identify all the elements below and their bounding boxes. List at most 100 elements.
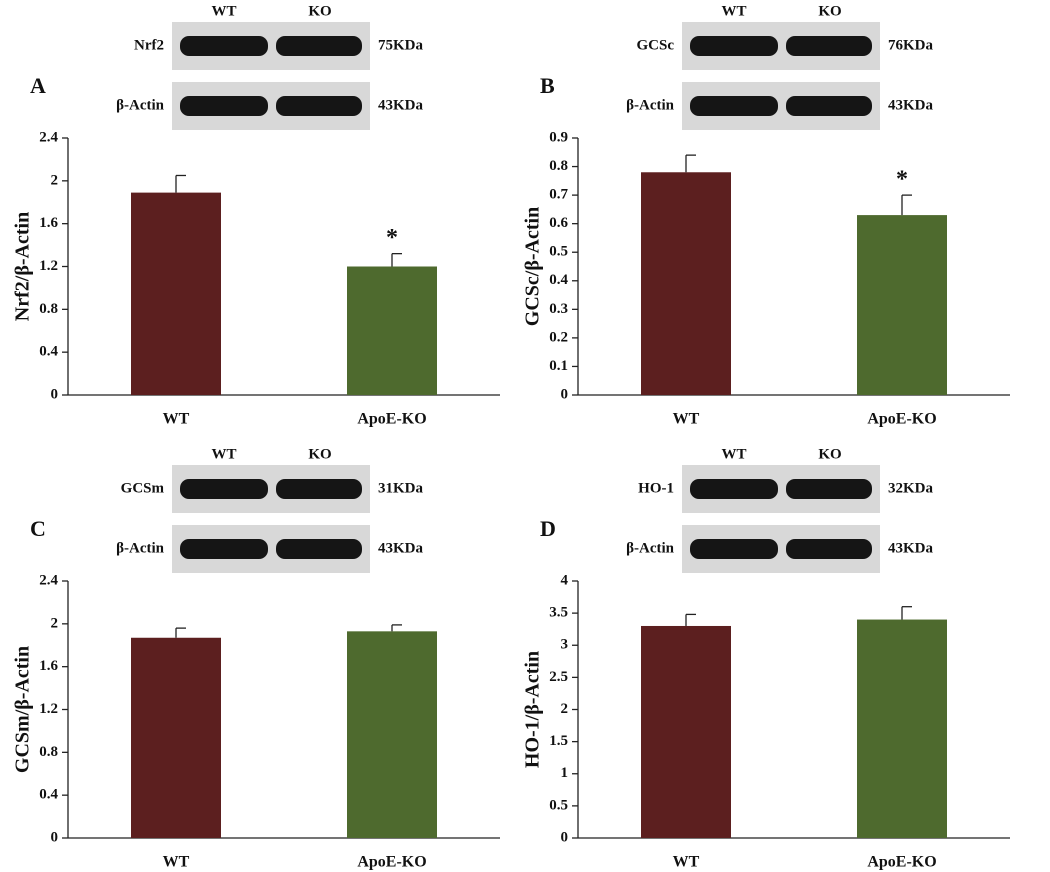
y-tick-label: 2.5	[549, 669, 568, 685]
y-tick-label: 1.2	[39, 258, 58, 274]
y-tick-label: 1	[561, 765, 569, 781]
x-tick-label: ApoE-KO	[867, 411, 936, 428]
blot-protein: GCSc	[637, 37, 675, 53]
lane-label: WT	[721, 3, 746, 19]
blot-band	[786, 36, 872, 56]
blot-protein: β-Actin	[116, 540, 165, 556]
blot-band	[786, 479, 872, 499]
bar	[347, 631, 437, 838]
y-tick-label: 0.3	[549, 301, 568, 317]
y-axis-label: Nrf2/β-Actin	[12, 212, 34, 321]
y-tick-label: 2.4	[39, 572, 58, 588]
y-axis-label: GCSc/β-Actin	[522, 207, 544, 326]
y-tick-label: 4	[561, 572, 569, 588]
y-tick-label: 0.4	[39, 344, 58, 360]
y-tick-label: 0.7	[549, 187, 568, 203]
x-tick-label: WT	[163, 854, 190, 871]
blot-size: 43KDa	[888, 540, 934, 556]
blot-band	[690, 96, 778, 116]
x-tick-label: WT	[673, 854, 700, 871]
blot-band	[690, 539, 778, 559]
blot-size: 43KDa	[378, 97, 424, 113]
blot-size: 43KDa	[378, 540, 424, 556]
lane-label: KO	[818, 446, 841, 462]
y-axis-label: GCSm/β-Actin	[12, 646, 34, 773]
y-tick-label: 1.5	[549, 733, 568, 749]
y-tick-label: 0.5	[549, 797, 568, 813]
y-tick-label: 0.4	[549, 272, 568, 288]
blot-size: 76KDa	[888, 37, 934, 53]
y-tick-label: 1.6	[39, 658, 58, 674]
y-tick-label: 0.8	[39, 744, 58, 760]
bar	[641, 172, 731, 395]
panel-letter: B	[540, 73, 555, 98]
blot-band	[276, 96, 362, 116]
blot-band	[276, 479, 362, 499]
lane-label: KO	[818, 3, 841, 19]
blot-size: 31KDa	[378, 480, 424, 496]
bar	[131, 637, 221, 838]
x-tick-label: ApoE-KO	[357, 411, 426, 428]
blot-size: 32KDa	[888, 480, 934, 496]
y-tick-label: 0	[51, 829, 59, 845]
lane-label: KO	[308, 446, 331, 462]
blot-protein: β-Actin	[626, 540, 675, 556]
y-tick-label: 2.4	[39, 129, 58, 145]
blot-size: 43KDa	[888, 97, 934, 113]
blot-band	[690, 36, 778, 56]
blot-band	[180, 36, 268, 56]
y-tick-label: 0.9	[549, 129, 568, 145]
significance-mark: *	[386, 225, 398, 251]
blot-protein: β-Actin	[116, 97, 165, 113]
y-tick-label: 0.5	[549, 244, 568, 260]
x-tick-label: WT	[673, 411, 700, 428]
significance-mark: *	[896, 167, 908, 193]
bar	[641, 625, 731, 838]
lane-label: WT	[721, 446, 746, 462]
y-tick-label: 1.2	[39, 701, 58, 717]
y-tick-label: 0.1	[549, 358, 568, 374]
bar	[857, 215, 947, 395]
bar	[347, 266, 437, 395]
panel-letter: A	[30, 73, 46, 98]
blot-band	[276, 539, 362, 559]
panel-letter: C	[30, 516, 46, 541]
y-tick-label: 0.2	[549, 329, 568, 345]
x-tick-label: ApoE-KO	[867, 854, 936, 871]
blot-protein: HO-1	[638, 480, 674, 496]
lane-label: WT	[211, 3, 236, 19]
blot-band	[180, 479, 268, 499]
y-tick-label: 0.8	[39, 301, 58, 317]
y-tick-label: 0.4	[39, 787, 58, 803]
y-tick-label: 0	[51, 386, 59, 402]
x-tick-label: ApoE-KO	[357, 854, 426, 871]
lane-label: WT	[211, 446, 236, 462]
blot-band	[786, 96, 872, 116]
panel-letter: D	[540, 516, 556, 541]
y-tick-label: 0	[561, 386, 569, 402]
y-tick-label: 2	[51, 615, 59, 631]
y-axis-label: HO-1/β-Actin	[522, 651, 544, 768]
blot-band	[180, 539, 268, 559]
blot-size: 75KDa	[378, 37, 424, 53]
y-tick-label: 3.5	[549, 605, 568, 621]
blot-protein: GCSm	[121, 480, 165, 496]
y-tick-label: 3	[561, 637, 569, 653]
bar	[857, 619, 947, 838]
blot-protein: β-Actin	[626, 97, 675, 113]
y-tick-label: 0.8	[549, 158, 568, 174]
y-tick-label: 0.6	[549, 215, 568, 231]
x-tick-label: WT	[163, 411, 190, 428]
lane-label: KO	[308, 3, 331, 19]
y-tick-label: 0	[561, 829, 569, 845]
blot-band	[276, 36, 362, 56]
blot-band	[180, 96, 268, 116]
y-tick-label: 2	[51, 172, 59, 188]
blot-band	[786, 539, 872, 559]
y-tick-label: 1.6	[39, 215, 58, 231]
blot-band	[690, 479, 778, 499]
blot-protein: Nrf2	[134, 37, 164, 53]
bar	[131, 192, 221, 395]
y-tick-label: 2	[561, 701, 569, 717]
